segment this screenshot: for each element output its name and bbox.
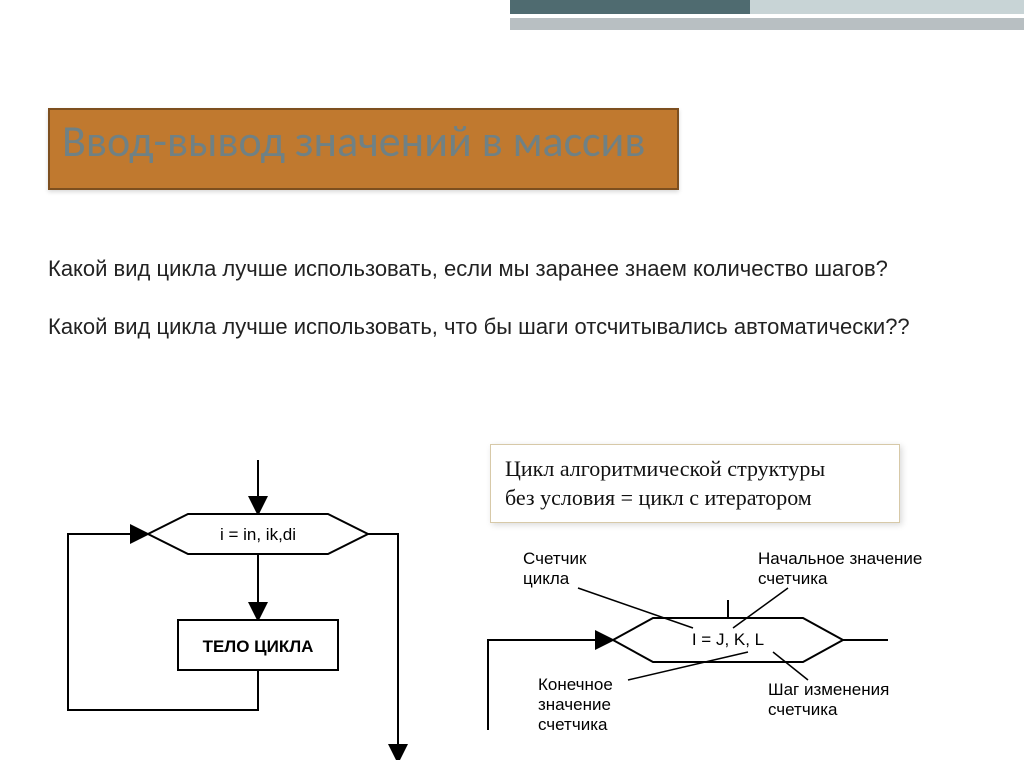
label-end-2: значение [538,695,611,714]
label-counter-1: Счетчик [523,549,587,568]
label-init-1: Начальное значение [758,549,922,568]
callout-box: Цикл алгоритмической структуры без услов… [490,444,900,523]
body-text: Какой вид цикла лучше использовать, если… [48,254,964,341]
label-step-2: счетчика [768,700,838,719]
hexagon-iterator-text: I = J, K, L [692,630,764,649]
accent-stripe-light [750,0,1024,14]
label-counter-2: цикла [523,569,570,588]
label-step-1: Шаг изменения [768,680,889,699]
flowchart-right: I = J, K, L Счетчик цикла Начальное знач… [468,540,988,760]
accent-stripe-dark [510,0,750,14]
question-1: Какой вид цикла лучше использовать, если… [48,254,964,284]
loop-header-text: i = in, ik,di [220,525,296,544]
label-end-3: счетчика [538,715,608,734]
header-accent [0,0,1024,30]
flowchart-left: i = in, ik,di ТЕЛО ЦИКЛА [38,460,418,760]
page-title: Ввод-вывод значений в массив [62,114,645,168]
title-block: Ввод-вывод значений в массив Ввод-вывод … [48,108,679,190]
loop-exit-edge [368,534,398,760]
label-init-2: счетчика [758,569,828,588]
question-2: Какой вид цикла лучше использовать, что … [48,312,964,342]
callout-line-1: Цикл алгоритмической структуры [505,455,885,484]
leader-counter [578,588,693,628]
callout-line-2: без условия = цикл с итератором [505,484,885,513]
loop-body-text: ТЕЛО ЦИКЛА [203,637,314,656]
label-end-1: Конечное [538,675,613,694]
accent-stripe-gray [510,18,1024,30]
